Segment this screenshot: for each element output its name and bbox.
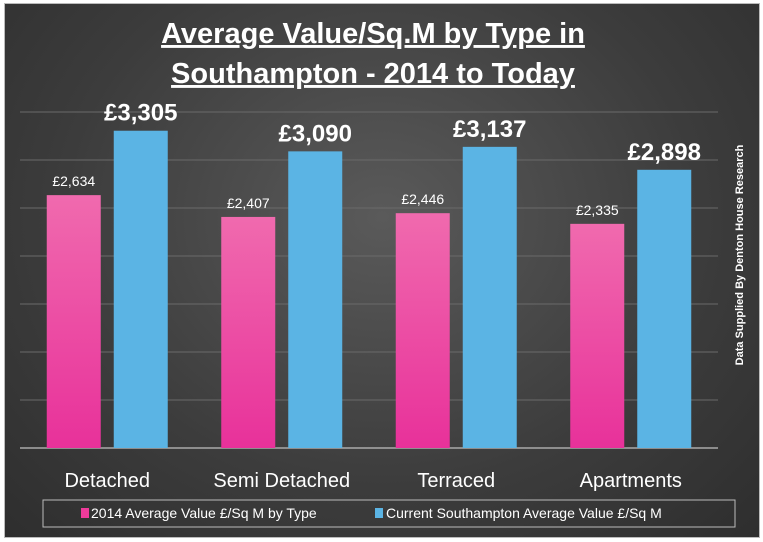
bar-current <box>288 151 343 449</box>
chart-title-line1: Average Value/Sq.M by Type in <box>161 18 585 50</box>
category-label: Terraced <box>417 470 495 492</box>
chart-title-line2: Southampton - 2014 to Today <box>171 58 575 90</box>
bar-current <box>637 169 692 449</box>
data-label: £2,446 <box>401 191 444 207</box>
bar-current <box>462 146 517 448</box>
legend-label-2014: 2014 Average Value £/Sq M by Type <box>91 505 317 521</box>
data-label: £3,090 <box>279 120 352 147</box>
data-label: £2,335 <box>576 202 619 218</box>
bar-2014 <box>46 195 101 448</box>
legend: 2014 Average Value £/Sq M by Type Curren… <box>42 499 736 528</box>
legend-swatch-2014 <box>81 508 89 518</box>
legend-box <box>42 499 736 528</box>
data-label: £2,634 <box>52 173 95 189</box>
legend-label-current: Current Southampton Average Value £/Sq M <box>386 505 662 521</box>
data-label: £2,898 <box>628 139 701 166</box>
data-label: £3,137 <box>453 116 526 143</box>
category-label: Apartments <box>580 470 682 492</box>
category-label: Semi Detached <box>213 470 350 492</box>
bar-current <box>113 130 168 448</box>
bar-2014 <box>570 223 625 448</box>
legend-swatch-current <box>375 508 383 518</box>
data-label: £2,407 <box>227 195 270 211</box>
side-note: Data Supplied By Denton House Research <box>734 144 746 365</box>
bar-2014 <box>395 213 450 448</box>
data-label: £3,305 <box>104 100 177 127</box>
bar-2014 <box>221 216 276 448</box>
category-label: Detached <box>64 470 150 492</box>
